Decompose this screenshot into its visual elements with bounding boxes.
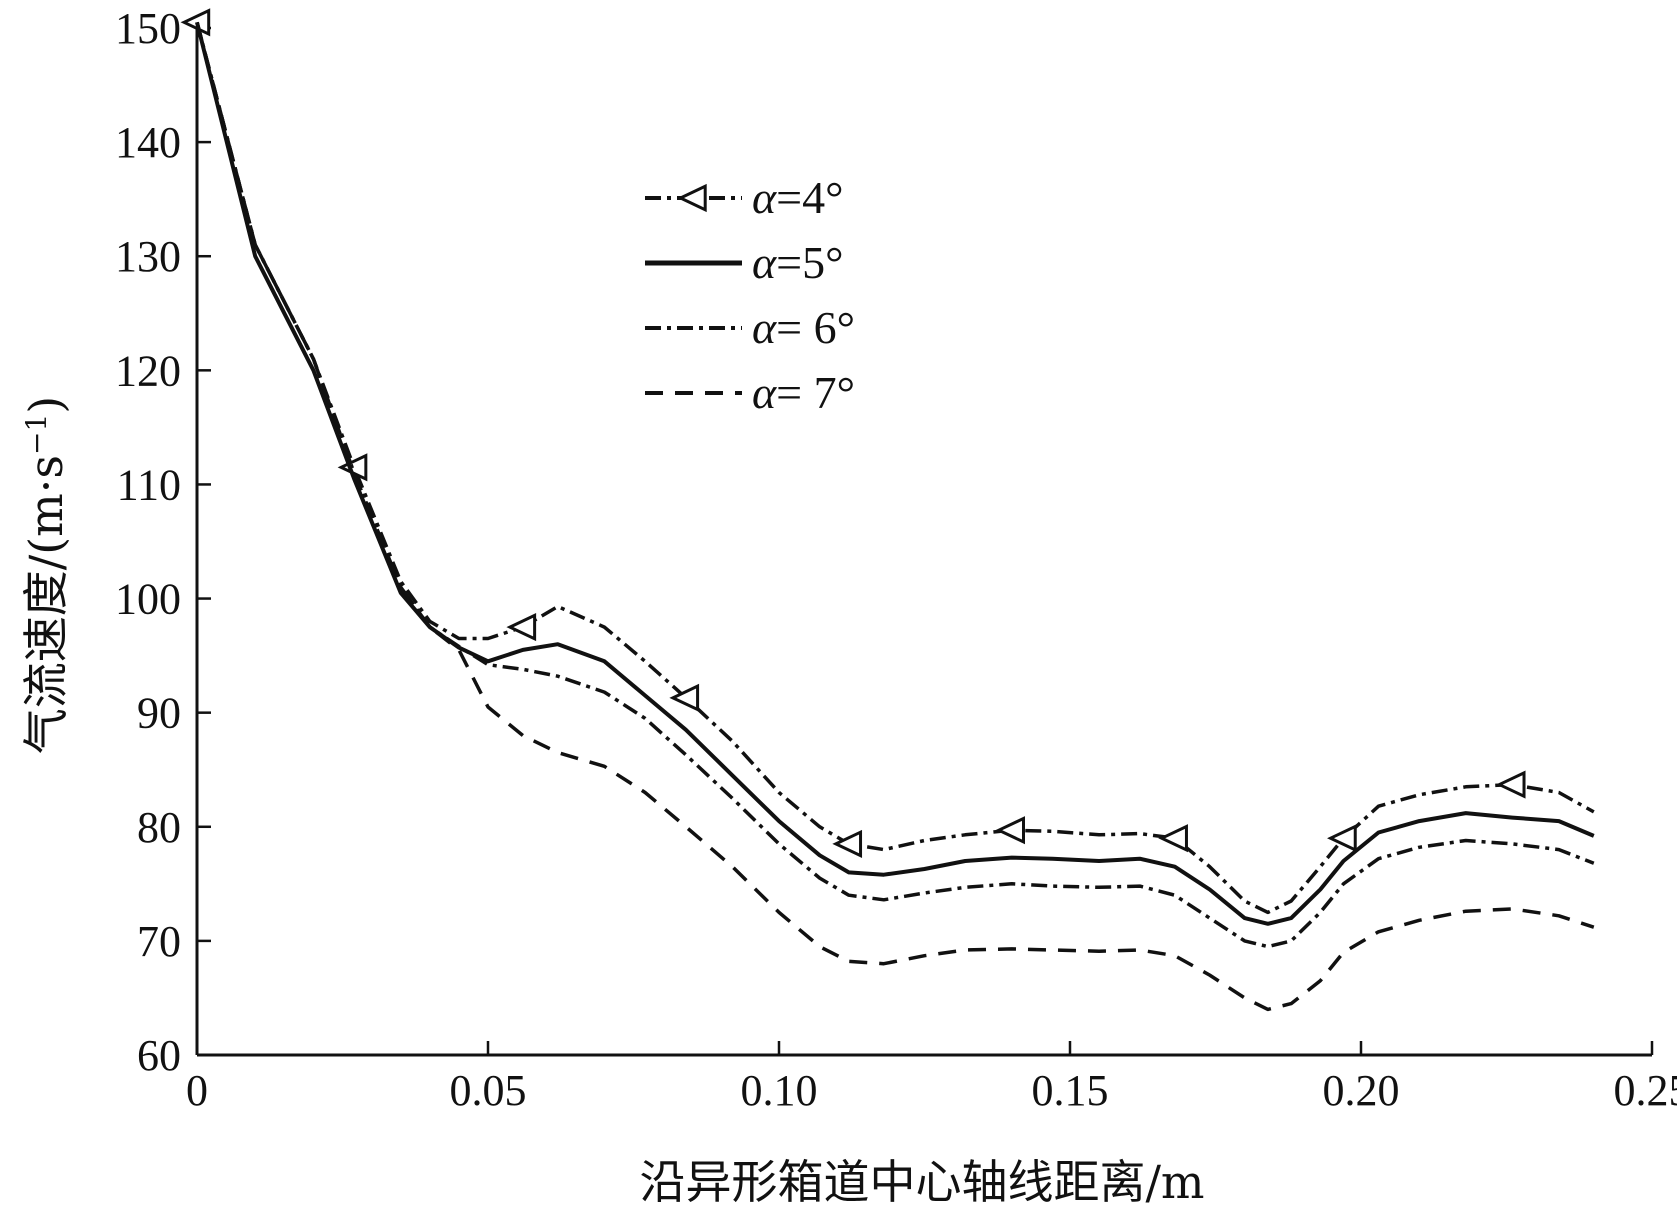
legend-label-alpha: α bbox=[752, 302, 777, 353]
series-marker bbox=[669, 683, 700, 712]
y-axis-title: 气流速度/(m·s−1) bbox=[19, 396, 73, 755]
x-tick-label: 0.05 bbox=[450, 1066, 527, 1115]
legend-label-value: = 7° bbox=[776, 367, 855, 418]
legend-label: α=4° bbox=[752, 172, 844, 223]
y-axis-title-close: ) bbox=[19, 396, 73, 414]
legend-label-alpha: α bbox=[752, 237, 777, 288]
legend-label: α=5° bbox=[752, 237, 844, 288]
legend-label-value: = 6° bbox=[776, 302, 855, 353]
legend-label-alpha: α bbox=[752, 172, 777, 223]
legend-label-value: =4° bbox=[776, 172, 843, 223]
legend-marker bbox=[676, 183, 707, 213]
series-line bbox=[195, 21, 1595, 926]
series-marker bbox=[180, 8, 211, 37]
series-marker bbox=[1495, 770, 1526, 799]
y-tick-label: 100 bbox=[115, 575, 181, 624]
series-1 bbox=[180, 8, 1595, 915]
y-axis-title-main: 气流速度/(m·s bbox=[19, 455, 73, 754]
y-tick-label: 70 bbox=[137, 917, 181, 966]
series-4 bbox=[195, 21, 1595, 1012]
y-tick-label: 120 bbox=[115, 346, 181, 395]
series-marker bbox=[506, 613, 537, 642]
legend-item: α= 6° bbox=[645, 302, 855, 353]
series-line bbox=[195, 21, 1595, 1012]
legend-item: α=4° bbox=[645, 172, 844, 223]
y-tick-label: 150 bbox=[115, 4, 181, 53]
legend-label-alpha: α bbox=[752, 367, 777, 418]
series-marker bbox=[832, 829, 863, 858]
series-marker bbox=[1327, 824, 1357, 853]
x-tick-label: 0.20 bbox=[1323, 1066, 1400, 1115]
x-tick-label: 0.25 bbox=[1614, 1066, 1677, 1115]
y-tick-label: 110 bbox=[117, 460, 181, 509]
y-tick-label: 90 bbox=[137, 689, 181, 738]
legend-label-value: =5° bbox=[776, 237, 843, 288]
series-marker bbox=[995, 816, 1025, 845]
series-line bbox=[195, 21, 1595, 915]
y-tick-label: 140 bbox=[115, 118, 181, 167]
axis-ticks: 0 0.05 0.10 0.15 0.20 0.25 60 70 80 90 100 110 120 13… bbox=[115, 4, 1677, 1115]
series-3 bbox=[195, 21, 1595, 949]
x-tick-label: 0.15 bbox=[1032, 1066, 1109, 1115]
y-tick-label: 130 bbox=[115, 232, 181, 281]
x-axis-title: 沿异形箱道中心轴线距离/m bbox=[639, 1155, 1204, 1209]
x-tick-label: 0.10 bbox=[741, 1066, 818, 1115]
y-axis-title-superscript: −1 bbox=[20, 414, 53, 455]
legend-label: α= 6° bbox=[752, 302, 855, 353]
y-tick-label: 60 bbox=[137, 1031, 181, 1080]
series-marker bbox=[1158, 824, 1188, 853]
chart-axes bbox=[195, 28, 1652, 1057]
legend-item: α=5° bbox=[645, 237, 844, 288]
legend: α=4°α=5°α= 6°α= 7° bbox=[645, 172, 855, 418]
x-tick-label: 0 bbox=[186, 1066, 208, 1115]
series-2 bbox=[195, 21, 1595, 926]
legend-label: α= 7° bbox=[752, 367, 855, 418]
legend-item: α= 7° bbox=[645, 367, 855, 418]
y-tick-label: 80 bbox=[137, 803, 181, 852]
series-line bbox=[195, 21, 1595, 949]
series-layer bbox=[180, 8, 1595, 1012]
